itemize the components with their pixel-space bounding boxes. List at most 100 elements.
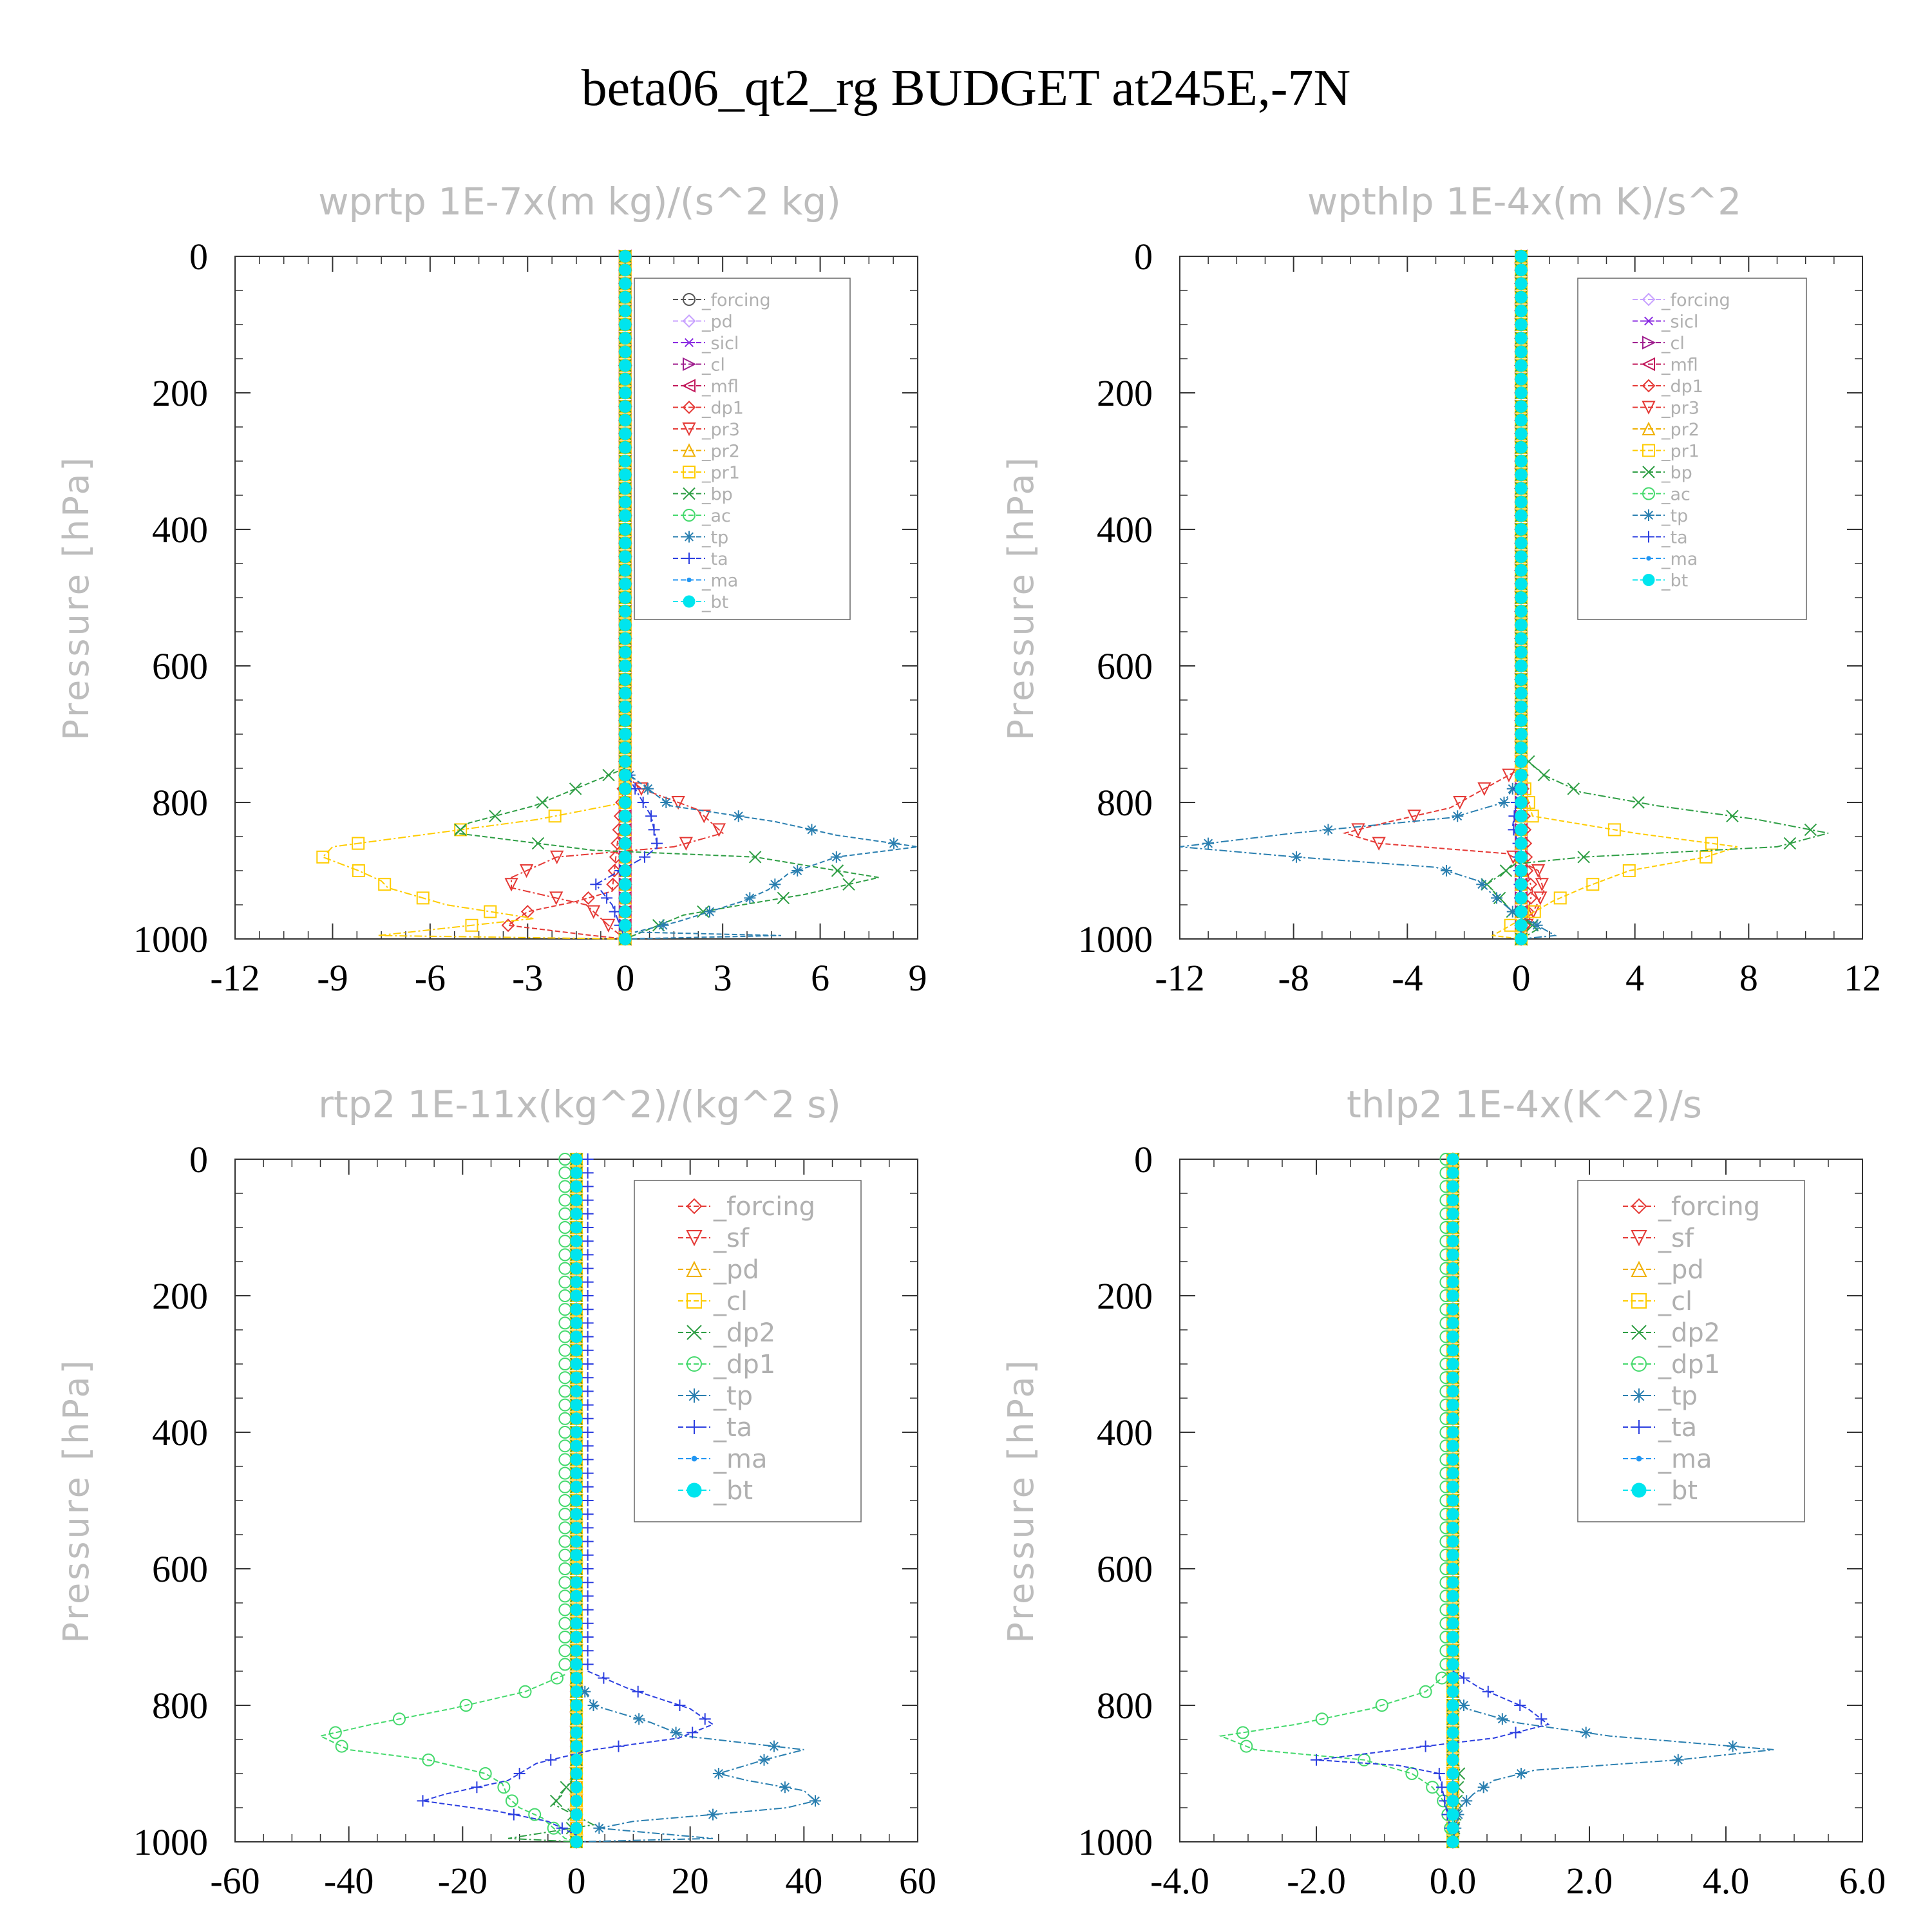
data-point (1446, 1426, 1459, 1439)
data-point (558, 1262, 572, 1275)
data-point (1457, 1700, 1470, 1711)
legend-marker (1642, 574, 1655, 586)
y-tick-label: 1000 (1078, 918, 1153, 960)
legend-marker (687, 1388, 701, 1403)
data-point (352, 864, 365, 877)
data-point (1705, 837, 1718, 850)
data-point (549, 1794, 563, 1808)
data-point (1515, 1768, 1527, 1779)
series-line (1218, 1674, 1454, 1842)
data-point (582, 1604, 594, 1616)
data-point (1407, 810, 1421, 824)
data-point (1441, 865, 1453, 876)
data-point (1700, 850, 1713, 864)
data-point (1502, 768, 1516, 782)
data-point (582, 1331, 594, 1343)
data-point (1446, 1467, 1459, 1480)
data-point (570, 1631, 583, 1643)
legend-marker (1643, 509, 1654, 521)
data-point (619, 509, 632, 522)
y-tick-label: 600 (152, 645, 208, 687)
data-point (1515, 891, 1528, 904)
legend-marker (687, 1293, 702, 1309)
data-point (582, 1631, 594, 1643)
data-point (1446, 1344, 1459, 1357)
data-point (619, 646, 632, 659)
data-point (570, 1453, 583, 1466)
legend-marker (1632, 1420, 1646, 1434)
legend-label: _dp1 (701, 399, 744, 419)
data-point (619, 632, 632, 645)
legend-label: _tp (701, 528, 728, 548)
legend-label: _tp (713, 1381, 753, 1411)
data-point (1446, 1262, 1459, 1275)
data-point (732, 810, 744, 822)
data-point (570, 1426, 583, 1439)
data-point (1515, 413, 1528, 426)
legend-marker (1646, 556, 1651, 561)
x-tick-label: 6.0 (1839, 1860, 1886, 1902)
legend: _forcing_sicl_cl_mfl_dp1_pr3_pr2_pr1_bp_… (1577, 278, 1807, 620)
data-point (619, 455, 632, 468)
data-point (558, 1275, 572, 1289)
data-point (582, 1180, 594, 1193)
data-point (1476, 878, 1488, 891)
data-point (1446, 1303, 1459, 1316)
x-tick-label: -60 (210, 1860, 260, 1902)
y-tick-label: 600 (1097, 1548, 1153, 1590)
legend-marker (682, 443, 696, 457)
data-point (570, 1180, 583, 1193)
data-point (1515, 864, 1528, 877)
data-point (619, 263, 632, 276)
series-line (1179, 775, 1558, 940)
legend-marker (683, 337, 695, 348)
data-point (671, 796, 685, 810)
data-point (619, 851, 632, 864)
data-point (1446, 1685, 1459, 1698)
data-point (1446, 1439, 1459, 1452)
data-point (687, 1727, 699, 1739)
data-point (1515, 728, 1528, 741)
data-point (1446, 1399, 1459, 1412)
data-point (582, 1290, 594, 1302)
data-point (454, 823, 467, 837)
legend-marker (1643, 531, 1654, 543)
data-point (1446, 1781, 1459, 1794)
data-point (619, 919, 632, 932)
x-tick-label: -40 (324, 1860, 374, 1902)
legend-marker (1642, 466, 1655, 478)
data-point (335, 1739, 348, 1753)
data-point (1446, 1385, 1459, 1397)
legend-label: _ta (713, 1413, 752, 1443)
series-line (1486, 754, 1829, 940)
series-line (1316, 1671, 1550, 1842)
data-point (1515, 550, 1528, 563)
data-point (1515, 578, 1528, 591)
data-point (619, 250, 632, 263)
legend-label: _ma (1661, 549, 1698, 569)
data-point (1672, 1754, 1684, 1766)
data-point (1322, 824, 1334, 836)
data-point (1446, 1180, 1459, 1193)
data-point (582, 1276, 594, 1288)
data-point (1515, 318, 1528, 331)
data-point (1446, 1153, 1459, 1166)
data-point (471, 1781, 483, 1794)
data-point (550, 1671, 564, 1685)
data-point (607, 864, 621, 878)
data-point (1446, 1535, 1459, 1548)
data-point (619, 305, 632, 317)
data-point (601, 892, 613, 904)
data-point (1515, 878, 1528, 891)
x-tick-label: -12 (210, 957, 260, 999)
data-point (582, 1222, 594, 1233)
data-point (1533, 891, 1548, 905)
data-point (417, 1795, 429, 1807)
data-point (598, 1672, 610, 1684)
data-point (1477, 782, 1492, 797)
y-tick-label: 400 (1097, 1412, 1153, 1454)
legend-label: _dp1 (1658, 1350, 1720, 1379)
legend-marker (683, 466, 696, 478)
data-point (697, 905, 710, 918)
data-point (316, 850, 330, 864)
